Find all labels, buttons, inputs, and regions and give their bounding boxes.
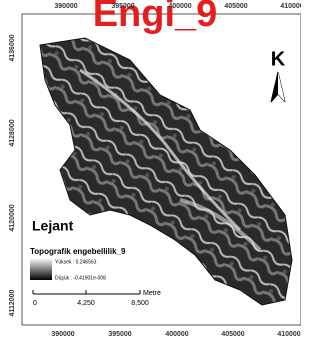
left-coord-label: 4120000 bbox=[9, 204, 16, 231]
left-coord-label: 4136000 bbox=[9, 34, 16, 61]
legend-layer: Topografik engebellilik_9 bbox=[30, 247, 126, 256]
top-coord-label: 405000 bbox=[224, 3, 247, 10]
bottom-coord-label: 400000 bbox=[165, 331, 188, 338]
legend-heading: Lejant bbox=[32, 218, 74, 234]
bottom-coord-label: 405000 bbox=[221, 331, 244, 338]
top-coord-label: 400000 bbox=[168, 3, 191, 10]
legend-ramp bbox=[30, 258, 52, 280]
top-coord-label: 410000 bbox=[280, 3, 301, 10]
map: K Engi_9 Lejant Topografik engebellilik_… bbox=[0, 0, 301, 341]
scale-label: 0 bbox=[33, 300, 37, 307]
top-coord-label: 390000 bbox=[54, 3, 77, 10]
legend-high: Yüksek : 0.246563 bbox=[55, 259, 97, 265]
top-coord-label: 395000 bbox=[111, 3, 134, 10]
scale-label: 8,500 bbox=[131, 300, 149, 307]
bottom-coord-label: 390000 bbox=[51, 331, 74, 338]
north-label: K bbox=[271, 48, 286, 70]
bottom-coord-label: 395000 bbox=[108, 331, 131, 338]
bottom-coord-label: 410000 bbox=[277, 331, 300, 338]
legend-low: Düşük : -0.41901e-008 bbox=[55, 275, 106, 281]
scale-unit: Metre bbox=[143, 290, 161, 297]
left-coord-label: 4112000 bbox=[9, 289, 16, 316]
scale-label: 4,250 bbox=[77, 300, 95, 307]
page: K Engi_9 Lejant Topografik engebellilik_… bbox=[0, 0, 301, 341]
left-coord-label: 4128000 bbox=[9, 119, 16, 146]
